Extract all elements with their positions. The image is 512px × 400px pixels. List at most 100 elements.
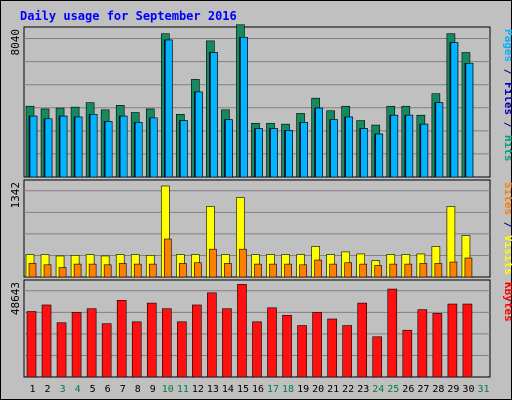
bar-sites-day-10 [163,238,172,278]
bar-pages-day-14 [225,119,233,178]
bar-pages-day-4 [74,116,83,178]
x-tick-label: 2 [45,384,51,395]
bar-pages-day-2 [44,118,53,178]
chart-title: Daily usage for September 2016 [20,9,237,23]
x-tick-label: 18 [282,384,294,395]
bar-pages-day-19 [300,122,308,178]
panel-kbytes: 48643 KBytes [9,279,512,378]
panel-visits-ymax-label: 1342 [9,182,22,209]
x-tick-label: 21 [327,384,339,395]
axis-label-part: Visits [502,235,512,275]
bar-sites-day-11 [179,263,187,278]
bar-kbytes-day-29 [447,303,458,378]
bar-sites-day-17 [269,263,277,278]
bar-pages-day-20 [315,107,323,178]
x-tick-label: 8 [135,384,141,395]
bar-pages-day-8 [134,122,143,178]
bar-pages-day-15 [240,36,248,178]
x-tick-label: 17 [267,384,279,395]
bar-kbytes-day-3 [56,322,67,378]
bar-sites-day-14 [224,263,232,278]
bar-pages-day-5 [89,114,98,178]
bar-sites-day-22 [344,262,352,278]
x-tick-label: 16 [252,384,264,395]
x-tick-label: 28 [432,384,444,395]
bar-sites-day-28 [434,263,443,278]
x-tick-label: 11 [177,384,189,395]
x-tick-label: 19 [297,384,309,395]
x-tick-label: 26 [402,384,414,395]
bar-kbytes-day-26 [402,329,413,378]
bar-pages-day-18 [285,130,293,178]
x-tick-label: 10 [162,384,174,395]
bar-kbytes-day-21 [327,318,337,378]
bar-pages-day-1 [29,115,38,178]
x-tick-label: 7 [120,384,126,395]
bar-sites-day-7 [118,263,127,278]
bar-kbytes-day-5 [86,308,97,378]
bar-kbytes-day-4 [71,312,82,378]
axis-label-part: KBytes [502,282,512,322]
bar-sites-day-6 [103,264,112,278]
bar-kbytes-day-23 [357,302,368,378]
bar-sites-day-21 [329,263,337,278]
bar-pages-day-17 [270,128,278,178]
bar-pages-day-25 [390,114,399,178]
x-tick-label: 31 [477,384,489,395]
bar-pages-day-23 [360,128,369,178]
bar-sites-day-24 [374,265,383,278]
panel-hits: 8040 Pages / Files / Hits [9,24,512,178]
x-tick-label: 27 [417,384,429,395]
bar-sites-day-29 [449,261,458,278]
x-tick-label: 20 [312,384,324,395]
bar-pages-day-27 [420,123,429,178]
bar-sites-day-5 [88,263,97,278]
axis-label-part: / [502,62,512,82]
bar-pages-day-21 [330,119,338,178]
bar-kbytes-day-11 [177,321,187,378]
x-tick-label: 1 [30,384,36,395]
bar-pages-day-13 [210,52,218,178]
axis-label-part: / [502,215,512,235]
bar-sites-day-2 [43,264,52,278]
bar-sites-day-1 [28,263,37,278]
x-tick-label: 30 [462,384,474,395]
bar-pages-day-26 [405,114,414,178]
bar-kbytes-day-6 [101,323,112,378]
bar-sites-day-27 [419,263,428,278]
bar-pages-day-10 [164,39,173,178]
bar-pages-day-30 [465,62,474,178]
bar-pages-day-12 [195,91,203,178]
x-tick-label: 23 [357,384,369,395]
bar-sites-day-4 [73,263,82,278]
bar-kbytes-day-19 [297,325,307,378]
bar-sites-day-16 [254,263,262,278]
bar-sites-day-19 [299,264,307,278]
bar-kbytes-day-10 [161,308,172,378]
bar-pages-day-22 [345,116,353,178]
axis-label-part: Hits [502,135,512,162]
bar-kbytes-day-12 [192,304,202,378]
axis-label-part: Files [502,82,512,115]
bar-sites-day-8 [133,263,142,278]
bar-kbytes-day-14 [222,308,232,378]
panel-kbytes-ymax-label: 48643 [9,282,22,315]
bar-kbytes-day-18 [282,314,292,378]
x-tick-label: 12 [192,384,204,395]
bar-kbytes-day-27 [417,309,428,378]
x-tick-label: 5 [90,384,96,395]
panel-kbytes-axis-label: KBytes [502,282,512,322]
bar-kbytes-day-25 [387,288,398,378]
bar-kbytes-day-13 [207,292,217,378]
x-tick-label: 6 [105,384,111,395]
panel-hits-axis-label: Pages / Files / Hits [502,29,512,162]
bar-sites-day-12 [194,262,202,278]
panel-hits-ymax-label: 8040 [9,29,22,56]
bar-sites-day-3 [58,267,67,278]
bar-pages-day-24 [375,133,384,178]
x-tick-label: 25 [387,384,399,395]
bar-pages-day-16 [255,128,263,178]
bar-kbytes-day-30 [462,303,473,378]
bar-kbytes-day-8 [131,321,142,378]
